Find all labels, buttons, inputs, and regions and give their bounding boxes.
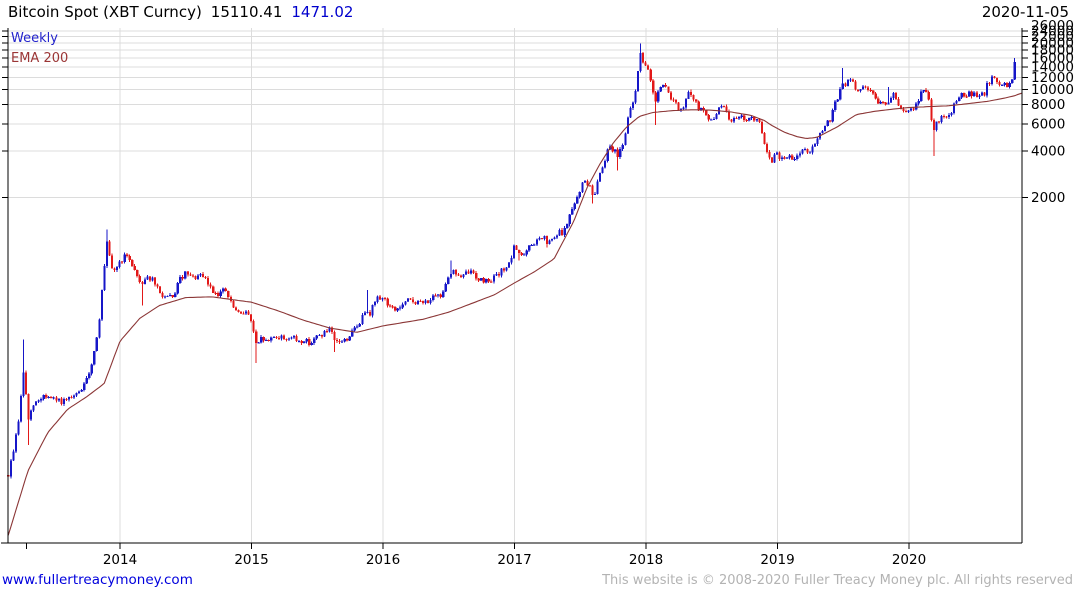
svg-text:16000: 16000 (1031, 51, 1074, 67)
legend-weekly-label: Weekly (11, 31, 58, 46)
website-link[interactable]: www.fullertreacymoney.com (2, 572, 193, 588)
svg-text:2016: 2016 (366, 552, 400, 568)
svg-text:2020: 2020 (892, 552, 926, 568)
svg-text:6000: 6000 (1031, 116, 1065, 132)
svg-text:20000: 20000 (1031, 36, 1074, 52)
copyright-text: This website is © 2008-2020 Fuller Treac… (602, 573, 1073, 588)
svg-text:22000: 22000 (1031, 29, 1074, 45)
svg-text:12000: 12000 (1031, 70, 1074, 86)
svg-text:2018: 2018 (629, 552, 663, 568)
chart-header: Bitcoin Spot (XBT Curncy) 15110.41 1471.02 (8, 3, 353, 21)
svg-text:10000: 10000 (1031, 82, 1074, 98)
chart-date: 2020-11-05 (981, 3, 1069, 21)
svg-text:2017: 2017 (497, 552, 531, 568)
svg-text:14000: 14000 (1031, 59, 1074, 75)
last-price: 15110.41 (210, 3, 283, 21)
svg-text:26000: 26000 (1031, 18, 1074, 34)
price-change: 1471.02 (291, 3, 354, 21)
svg-text:2000: 2000 (1031, 190, 1065, 206)
svg-text:8000: 8000 (1031, 97, 1065, 113)
svg-text:2015: 2015 (234, 552, 268, 568)
svg-text:2019: 2019 (760, 552, 794, 568)
chart-legend: Weekly EMA 200 (11, 29, 68, 69)
svg-text:2014: 2014 (103, 552, 137, 568)
svg-text:24000: 24000 (1031, 23, 1074, 39)
instrument-title: Bitcoin Spot (XBT Curncy) (8, 3, 202, 21)
svg-text:4000: 4000 (1031, 144, 1065, 160)
svg-text:18000: 18000 (1031, 43, 1074, 59)
legend-ema-label: EMA 200 (11, 51, 69, 66)
